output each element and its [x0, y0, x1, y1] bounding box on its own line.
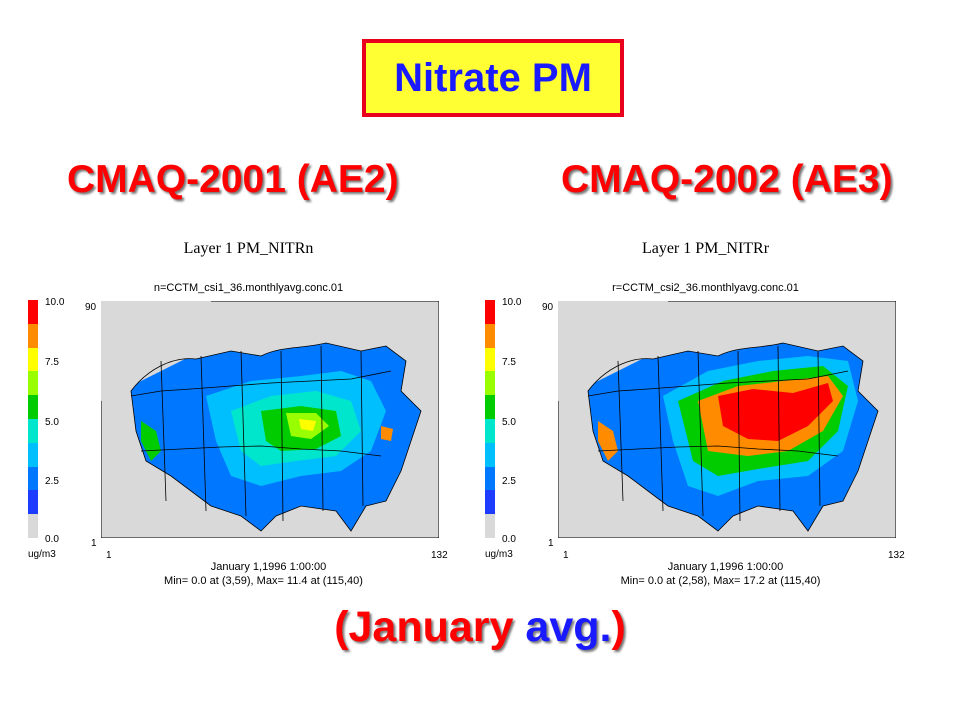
colorbar-label: 7.5 — [45, 357, 59, 368]
colorbar-label: 2.5 — [502, 476, 516, 487]
colorbar-segment — [485, 371, 495, 396]
colorbar-segment — [28, 418, 38, 443]
colorbar-segment — [28, 300, 38, 324]
colorbar-segment — [485, 323, 495, 348]
nitrate-map-ae2 — [101, 301, 439, 538]
left-model-heading: CMAQ-2001 (AE2) — [67, 158, 399, 201]
colorbar-label: 5.0 — [502, 417, 516, 428]
file-name: r=CCTM_csi2_36.monthlyavg.conc.01 — [612, 282, 799, 294]
colorbar-label: 7.5 — [502, 357, 516, 368]
avg-caption-close: ) — [611, 603, 626, 651]
colorbar-segment — [28, 395, 38, 419]
layer-title: Layer 1 PM_NITRn — [183, 240, 314, 257]
y-max-label: 90 — [85, 302, 97, 313]
colorbar-segment — [485, 490, 495, 515]
colorbar-segment — [485, 347, 495, 372]
january-avg-caption: (January avg.) — [0, 603, 960, 652]
x-max-label: 132 — [431, 550, 448, 561]
y-max-label: 90 — [542, 302, 554, 313]
colorbar — [485, 300, 495, 538]
colorbar-label: 0.0 — [45, 534, 59, 545]
title-box: Nitrate PM — [362, 39, 624, 117]
date-label: January 1,1996 1:00:00 — [210, 561, 327, 573]
y-min-label: 1 — [548, 538, 554, 549]
colorbar-segment — [28, 323, 38, 348]
colorbar-segment — [485, 300, 495, 324]
colorbar-label: 0.0 — [502, 534, 516, 545]
colorbar-segment — [485, 418, 495, 443]
colorbar-label: 10.0 — [502, 297, 522, 308]
right-map-panel: Layer 1 PM_NITRr r=CCTM_csi2_36.monthlya… — [478, 236, 933, 596]
units-label: ug/m3 — [28, 549, 56, 560]
file-name: n=CCTM_csi1_36.monthlyavg.conc.01 — [153, 282, 344, 294]
colorbar-segment — [28, 442, 38, 467]
colorbar-segment — [28, 371, 38, 396]
layer-title: Layer 1 PM_NITRr — [641, 240, 770, 257]
units-label: ug/m3 — [485, 549, 513, 560]
colorbar-segment — [485, 514, 495, 538]
colorbar-segment — [485, 442, 495, 467]
colorbar-label: 5.0 — [45, 417, 59, 428]
y-min-label: 1 — [91, 538, 97, 549]
x-min-label: 1 — [563, 550, 569, 561]
colorbar-segment — [485, 395, 495, 419]
avg-caption-word: avg. — [525, 603, 612, 651]
x-max-label: 132 — [888, 550, 905, 561]
colorbar-segment — [28, 490, 38, 515]
colorbar-label: 10.0 — [45, 297, 65, 308]
colorbar — [28, 300, 38, 538]
colorbar-segment — [485, 466, 495, 491]
right-model-heading: CMAQ-2002 (AE3) — [561, 158, 893, 201]
x-min-label: 1 — [106, 550, 112, 561]
colorbar-segment — [28, 514, 38, 538]
colorbar-segment — [28, 466, 38, 491]
nitrate-map-ae3 — [558, 301, 896, 538]
slide-title: Nitrate PM — [394, 55, 592, 100]
colorbar-segment — [28, 347, 38, 372]
date-label: January 1,1996 1:00:00 — [667, 561, 784, 573]
colorbar-label: 2.5 — [45, 476, 59, 487]
minmax-label: Min= 0.0 at (3,59), Max= 11.4 at (115,40… — [164, 575, 363, 587]
avg-caption-open: (January — [334, 603, 526, 651]
left-map-panel: Layer 1 PM_NITRn n=CCTM_csi1_36.monthlya… — [21, 236, 476, 596]
minmax-label: Min= 0.0 at (2,58), Max= 17.2 at (115,40… — [620, 575, 821, 587]
